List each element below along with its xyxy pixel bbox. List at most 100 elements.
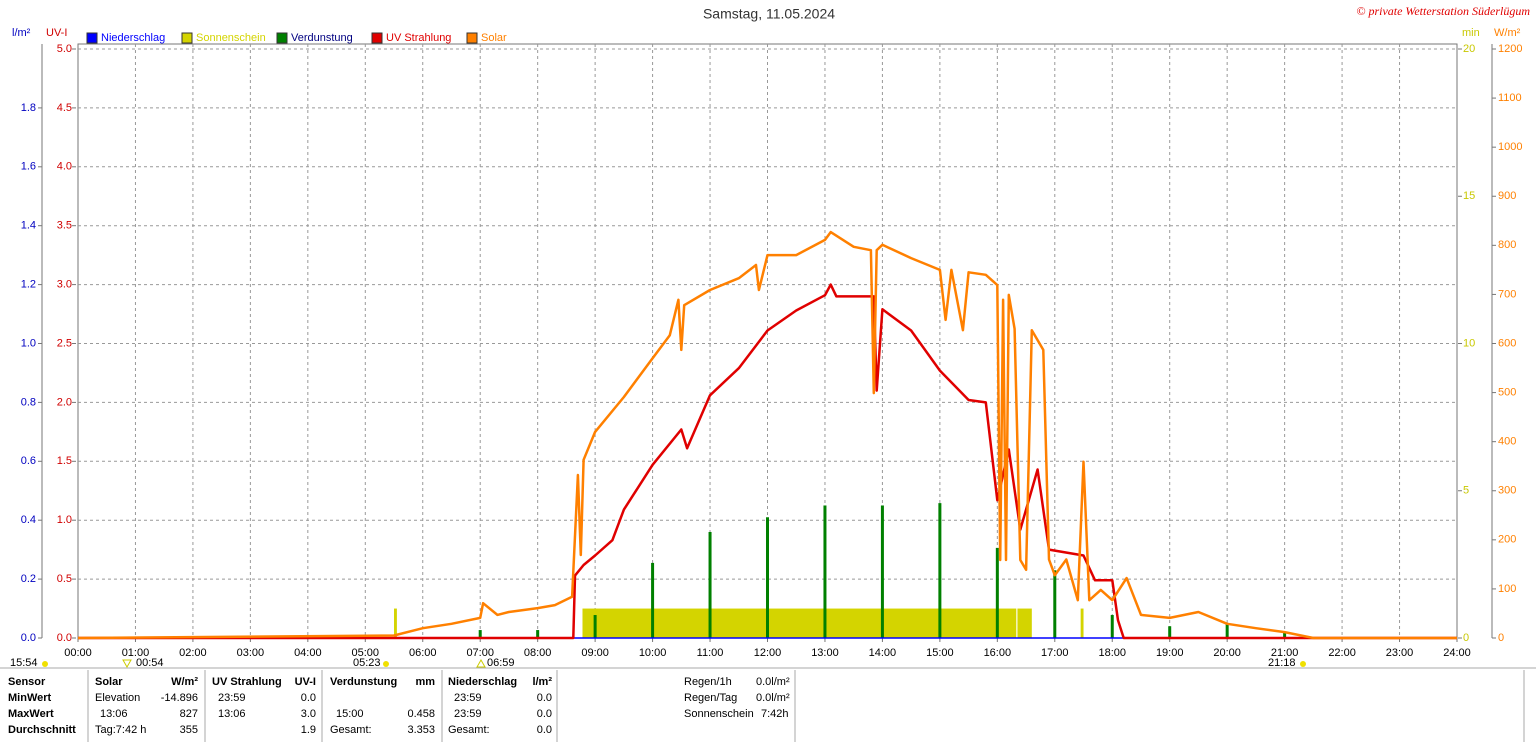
evaporation-bar [823,505,827,638]
x-tick-label: 09:00 [581,647,609,659]
y-tick-label: 4.0 [57,161,72,173]
y-tick-label: 10 [1463,337,1475,349]
summary-table: Sensor Solar W/m² UV Strahlung UV-I Verd… [8,676,790,736]
y-tick-label: 400 [1498,436,1516,448]
x-tick-label: 01:00 [122,647,150,659]
y-tick-label: 0.5 [57,573,72,585]
annotation: 00:54 [136,657,164,669]
y-tick-label: 0 [1498,632,1504,644]
cell: 23:59 [454,708,482,720]
sunshine-bar [1080,608,1084,638]
x-tick-label: 24:00 [1443,647,1471,659]
cell: 0.0 [301,692,316,704]
y-tick-label: 1200 [1498,43,1522,55]
cell: Tag:7:42 h [95,724,146,736]
legend-label: UV Strahlung [386,32,451,44]
x-tick-label: 15:00 [926,647,954,659]
legend-swatch [371,32,383,44]
evaporation-bar [1110,615,1114,638]
y-tick-label: 300 [1498,485,1516,497]
x-tick-label: 11:00 [697,647,724,659]
y-tick-label: 700 [1498,288,1516,300]
cell: -14.896 [161,692,198,704]
evaporation-bar [593,615,597,638]
evaporation-bar [1283,632,1287,638]
annotation: 21:18 [1268,657,1296,669]
annotation: 15:54 [10,657,38,669]
y-tick-label: 200 [1498,534,1516,546]
y-tick-label: 5.0 [57,43,72,55]
y-tick-label: 4.5 [57,102,72,114]
y-tick-label: 0.4 [21,514,36,526]
y-tick-label: 0.0 [21,632,36,644]
y-tick-label: 1100 [1498,92,1522,104]
x-tick-label: 22:00 [1328,647,1356,659]
evaporation-bar [995,547,999,638]
y-tick-label: 0.2 [21,573,36,585]
cell: 13:06 [218,708,246,720]
cell: Gesamt: [448,724,490,736]
cell: 827 [180,708,198,720]
moon-marker [476,658,486,668]
y-tick-label: 5 [1463,485,1469,497]
legend-label: Niederschlag [101,32,165,44]
cell: 0.0 [537,724,552,736]
y-tick-label: 1.4 [21,220,36,232]
annotation: 06:59 [487,657,515,669]
info-label: Regen/1h [684,676,732,688]
evaporation-bar [880,505,884,638]
cell: 23:59 [218,692,246,704]
y-tick-label: 20 [1463,43,1475,55]
copyright: © private Wetterstation Süderlügum [1356,4,1530,18]
evaporation-bar [766,517,769,638]
cell: 0.0 [537,692,552,704]
info-value: 0.0l/m² [756,692,790,704]
cell: 0.0 [537,708,552,720]
series-line [77,230,1457,640]
table-header: Sensor [8,676,46,688]
info-value: 0.0l/m² [756,676,790,688]
sunshine-bar [1017,608,1032,638]
evaporation-bar [708,531,712,638]
y-tick-label: 15 [1463,190,1475,202]
info-value: 7:42h [761,708,789,720]
table-header: l/m² [532,676,552,688]
x-tick-label: 19:00 [1156,647,1184,659]
y-tick-label: 1000 [1498,141,1522,153]
x-tick-label: 05:00 [352,647,380,659]
cell: Gesamt: [330,724,372,736]
x-tick-label: 04:00 [294,647,322,659]
sunshine-bar [394,608,397,638]
cell: 13:06 [100,708,128,720]
evaporation-bar [651,562,655,638]
legend-label: Sonnenschein [196,32,266,44]
row-label: MaxWert [8,708,54,720]
x-tick-label: 23:00 [1386,647,1414,659]
table-header: mm [415,676,435,688]
legend-swatch [276,32,288,44]
cell: 0.458 [407,708,435,720]
y-tick-label: 100 [1498,583,1516,595]
x-tick-label: 21:00 [1271,647,1299,659]
chart-title: Samstag, 11.05.2024 [703,6,835,22]
legend-swatch [181,32,193,44]
table-header: Solar [95,676,123,688]
cell: Elevation [95,692,140,704]
evaporation-bar [1168,626,1172,638]
y-tick-label: 0.0 [57,632,72,644]
y-tick-label: 3.0 [57,279,72,291]
cell: 1.9 [301,724,316,736]
cell: 3.0 [301,708,316,720]
info-label: Sonnenschein [684,708,754,720]
cell: 15:00 [336,708,364,720]
y-tick-label: 1.2 [21,279,36,291]
cell: 355 [180,724,198,736]
evaporation-bar [1053,570,1057,638]
sun-marker [1300,661,1306,667]
x-tick-label: 03:00 [237,647,265,659]
y-tick-label: 0 [1463,632,1469,644]
table-header: UV-I [295,676,316,688]
y-tick-label: 1.0 [21,337,36,349]
x-tick-label: 08:00 [524,647,552,659]
moon-marker [122,659,132,669]
